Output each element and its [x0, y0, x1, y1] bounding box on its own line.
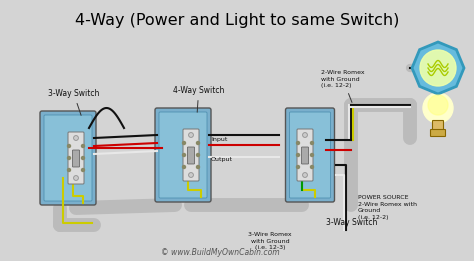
Circle shape [297, 141, 300, 145]
Polygon shape [412, 42, 464, 94]
Text: 3-Way Switch: 3-Way Switch [48, 89, 100, 115]
Circle shape [67, 145, 71, 147]
Circle shape [423, 93, 453, 123]
Circle shape [75, 137, 77, 139]
Circle shape [82, 169, 84, 171]
Circle shape [197, 153, 200, 157]
Text: © www.BuildMyOwnCabin.com: © www.BuildMyOwnCabin.com [161, 248, 279, 257]
FancyBboxPatch shape [301, 147, 309, 164]
Text: 2-Wire Romex
with Ground
(i.e. 12-2): 2-Wire Romex with Ground (i.e. 12-2) [321, 70, 365, 102]
Text: 4-Way Switch: 4-Way Switch [173, 86, 224, 112]
FancyBboxPatch shape [68, 132, 84, 184]
Circle shape [182, 141, 185, 145]
Circle shape [303, 133, 307, 137]
Circle shape [74, 136, 78, 140]
Circle shape [197, 165, 200, 169]
Circle shape [428, 95, 448, 115]
Circle shape [197, 141, 200, 145]
FancyBboxPatch shape [285, 108, 335, 202]
Circle shape [310, 165, 313, 169]
FancyBboxPatch shape [297, 129, 313, 181]
FancyBboxPatch shape [159, 112, 207, 198]
Circle shape [82, 145, 84, 147]
Circle shape [67, 157, 71, 159]
Circle shape [310, 141, 313, 145]
Circle shape [190, 134, 192, 136]
Circle shape [74, 176, 78, 180]
FancyBboxPatch shape [73, 150, 80, 167]
Text: 4-Way (Power and Light to same Switch): 4-Way (Power and Light to same Switch) [75, 13, 399, 28]
Circle shape [82, 157, 84, 159]
Circle shape [75, 177, 77, 179]
Circle shape [190, 174, 192, 176]
Text: 3-Wire Romex
with Ground
(i.e. 12-3): 3-Wire Romex with Ground (i.e. 12-3) [248, 232, 292, 250]
FancyBboxPatch shape [432, 121, 444, 132]
Text: POWER SOURCE
2-Wire Romex with
Ground
(i.e. 12-2): POWER SOURCE 2-Wire Romex with Ground (i… [358, 195, 417, 220]
Circle shape [304, 134, 306, 136]
Text: Input: Input [211, 138, 228, 143]
Circle shape [297, 165, 300, 169]
Circle shape [189, 173, 193, 177]
Circle shape [310, 153, 313, 157]
FancyBboxPatch shape [183, 129, 199, 181]
Circle shape [420, 50, 456, 86]
FancyBboxPatch shape [44, 115, 92, 201]
Circle shape [304, 174, 306, 176]
Circle shape [303, 173, 307, 177]
FancyBboxPatch shape [430, 129, 446, 137]
Circle shape [189, 133, 193, 137]
FancyBboxPatch shape [40, 111, 96, 205]
Circle shape [67, 169, 71, 171]
Text: Output: Output [211, 157, 233, 163]
Circle shape [182, 165, 185, 169]
Circle shape [297, 153, 300, 157]
Text: 3-Way Switch: 3-Way Switch [326, 218, 377, 227]
Circle shape [182, 153, 185, 157]
FancyBboxPatch shape [155, 108, 211, 202]
FancyBboxPatch shape [290, 112, 330, 198]
FancyBboxPatch shape [188, 147, 194, 164]
